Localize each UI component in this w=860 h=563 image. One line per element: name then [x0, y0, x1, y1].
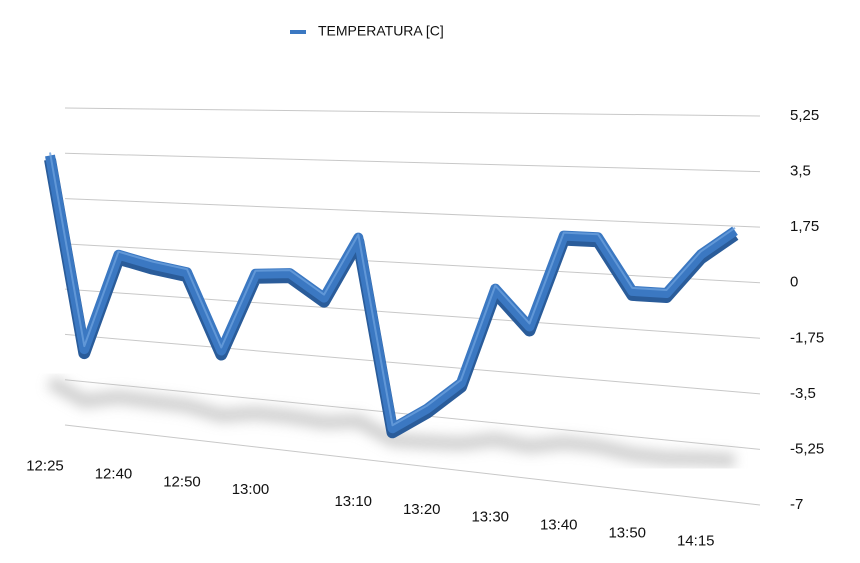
- y-tick-label: -1,75: [790, 329, 824, 346]
- line: [45, 154, 738, 434]
- grid-line: [64, 424, 761, 506]
- ribbon-highlight: [49, 152, 736, 427]
- y-tick-label: 3,5: [790, 163, 811, 180]
- x-tick-label: 13:10: [334, 493, 372, 510]
- x-tick-label: 13:50: [608, 525, 646, 542]
- grid-line: [64, 107, 761, 117]
- x-tick-label: 14:15: [677, 532, 715, 549]
- line-shadow: [46, 375, 736, 468]
- y-tick-label: 5,25: [790, 107, 819, 124]
- grid-line: [64, 198, 761, 228]
- y-tick-label: 0: [790, 274, 798, 291]
- x-tick-label: 13:00: [232, 481, 270, 498]
- x-tick-label: 13:30: [471, 509, 509, 526]
- x-tick-label: 12:40: [95, 465, 133, 482]
- x-tick-label: 13:20: [403, 501, 441, 518]
- y-tick-label: -7: [790, 496, 803, 513]
- x-tick-label: 12:50: [163, 473, 201, 490]
- x-tick-label: 13:40: [540, 517, 578, 534]
- grid-line: [64, 243, 761, 284]
- grid-line: [64, 288, 761, 339]
- legend-label: TEMPERATURA [C]: [318, 23, 444, 39]
- grid-line: [64, 333, 761, 395]
- x-tick-label: 12:25: [26, 458, 64, 475]
- grid-line: [64, 152, 761, 173]
- y-tick-label: 1,75: [790, 218, 819, 235]
- y-tick-label: -3,5: [790, 385, 816, 402]
- y-tick-label: -5,25: [790, 440, 824, 457]
